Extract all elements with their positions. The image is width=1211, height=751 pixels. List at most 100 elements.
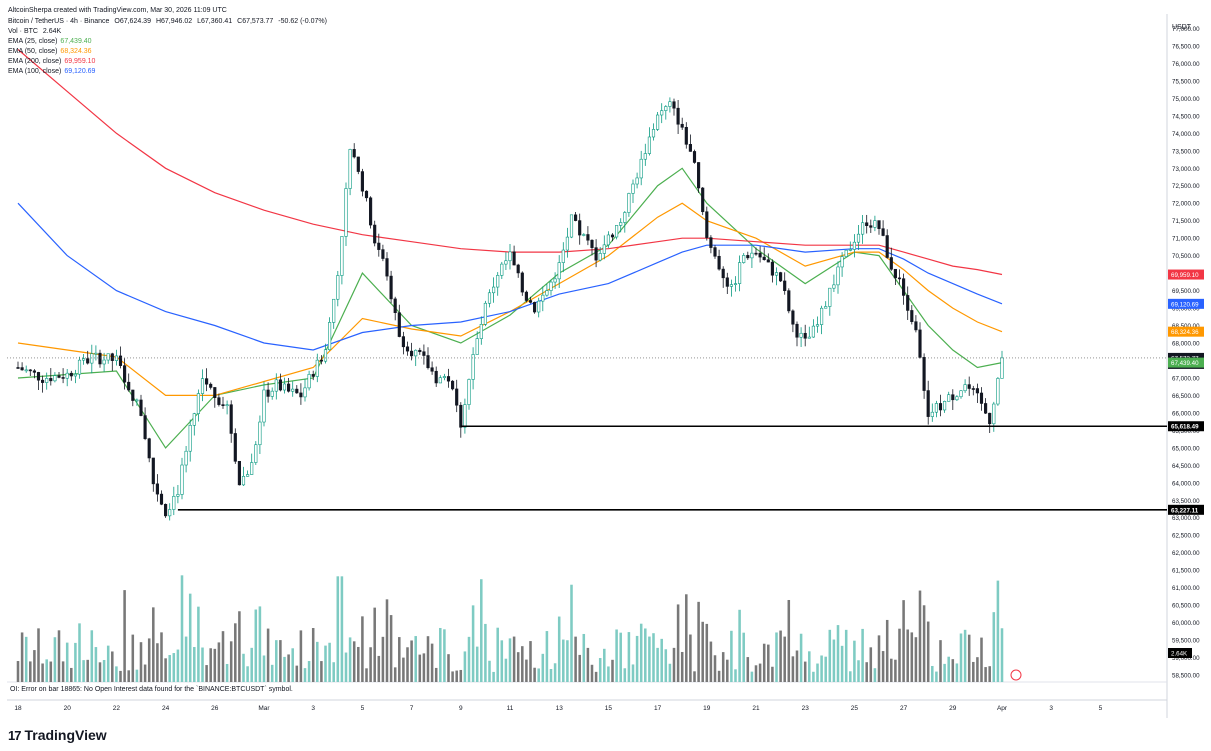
x-tick-label: Apr	[997, 705, 1008, 712]
volume-bar	[516, 652, 520, 682]
candle-body	[799, 332, 803, 338]
volume-bar	[783, 636, 786, 682]
volume-bar	[562, 639, 565, 682]
candle-body	[405, 346, 410, 352]
volume-bar	[135, 669, 139, 682]
candle-body	[795, 323, 799, 338]
axes: 58,500.00 59,000.00 59,500.00 60,000.00 60,5…	[7, 14, 1200, 718]
symbol-name[interactable]: Bitcoin / TetherUS · 4h · Binance	[8, 18, 110, 25]
candle-body	[635, 177, 639, 185]
candle-body	[57, 375, 61, 378]
volume-bars	[16, 575, 1004, 682]
volume-bar	[410, 640, 413, 682]
volume-bar	[832, 639, 836, 682]
candle-body	[869, 225, 873, 228]
volume-bar	[828, 629, 832, 682]
candle-body	[938, 403, 943, 411]
volume-bar	[299, 630, 303, 682]
volume-bar	[767, 644, 770, 682]
ema-50-row[interactable]: EMA (50, close) 68,324.36	[8, 47, 327, 57]
candle-body	[602, 244, 606, 254]
volume-bar	[791, 656, 795, 682]
volume-bar	[660, 638, 663, 682]
candle-body	[606, 234, 610, 246]
volume-bar	[635, 635, 639, 682]
price-label-text: 67,439.40	[1171, 360, 1199, 367]
candle-body	[746, 255, 750, 259]
volume-bar	[512, 636, 516, 682]
volume-bar	[94, 647, 98, 682]
candle-body	[893, 268, 897, 279]
candle-body	[180, 464, 184, 495]
volume-bar	[106, 645, 110, 682]
ema-100-line	[17, 202, 1003, 351]
candle-body	[262, 389, 266, 423]
candle-body	[426, 355, 430, 369]
volume-bar	[229, 641, 233, 682]
volume-bar	[45, 659, 48, 682]
candle-body	[979, 392, 984, 404]
candle-body	[947, 394, 951, 402]
x-tick-label: 17	[654, 705, 662, 712]
volume-bar	[803, 661, 807, 682]
volume-bar	[53, 637, 57, 682]
volume-bar	[914, 637, 918, 682]
x-tick-label: 23	[802, 705, 810, 712]
volume-bar	[90, 630, 94, 682]
volume-bar	[840, 645, 844, 682]
candle-body	[877, 220, 881, 229]
candle-body	[496, 275, 500, 288]
volume-bar	[320, 661, 323, 682]
candle-body	[918, 329, 922, 358]
volume-bar	[74, 642, 77, 682]
volume-bar	[61, 661, 65, 682]
x-tick-label: 11	[507, 705, 514, 712]
volume-bar	[894, 659, 897, 682]
support-lines[interactable]	[7, 357, 1167, 511]
candle-body	[524, 291, 528, 301]
candle-body	[520, 272, 524, 293]
currency-label[interactable]: USDT	[1172, 24, 1192, 31]
volume-bar	[172, 653, 176, 682]
candle-body	[856, 233, 861, 243]
volume-bar	[525, 659, 528, 682]
volume-bar	[86, 659, 89, 682]
ema-100-row[interactable]: EMA (100, close) 69,120.69	[8, 67, 327, 77]
candle-body	[287, 383, 291, 392]
volume-bar	[742, 632, 745, 682]
volume-bar	[709, 641, 713, 682]
candle-body	[377, 242, 381, 250]
candle-body	[992, 403, 996, 425]
y-tick-label: 70,500.00	[1172, 253, 1200, 260]
candle-body	[311, 374, 315, 377]
x-tick-label: 22	[113, 705, 121, 712]
volume-bar	[340, 576, 344, 682]
volume-bar	[533, 667, 536, 682]
ema-25-row[interactable]: EMA (25, close) 67,439.40	[8, 37, 327, 47]
volume-bar	[926, 621, 930, 682]
candle-body	[82, 358, 86, 361]
y-tick-label: 58,500.00	[1172, 673, 1200, 680]
volume-bar	[283, 656, 286, 682]
x-tick-label: 3	[1049, 705, 1053, 712]
volume-bar	[131, 634, 135, 682]
volume-row[interactable]: Vol · BTC 2.64K	[8, 27, 327, 37]
volume-bar	[160, 632, 163, 682]
volume-bar	[984, 667, 987, 682]
candle-body	[118, 355, 123, 366]
volume-bar	[623, 668, 627, 682]
volume-bar	[41, 663, 44, 682]
y-tick-label: 71,500.00	[1172, 218, 1200, 225]
candle-body	[656, 114, 660, 130]
tradingview-brand[interactable]: 17 TradingView	[8, 727, 107, 743]
volume-bar	[324, 645, 327, 682]
volume-bar	[418, 654, 422, 682]
candle-body	[319, 359, 323, 362]
volume-bar	[910, 632, 914, 682]
y-tick-label: 75,500.00	[1172, 78, 1200, 85]
volume-bar	[615, 629, 618, 682]
volume-bar	[795, 650, 799, 682]
ema-200-row[interactable]: EMA (200, close) 69,959.10	[8, 57, 327, 67]
